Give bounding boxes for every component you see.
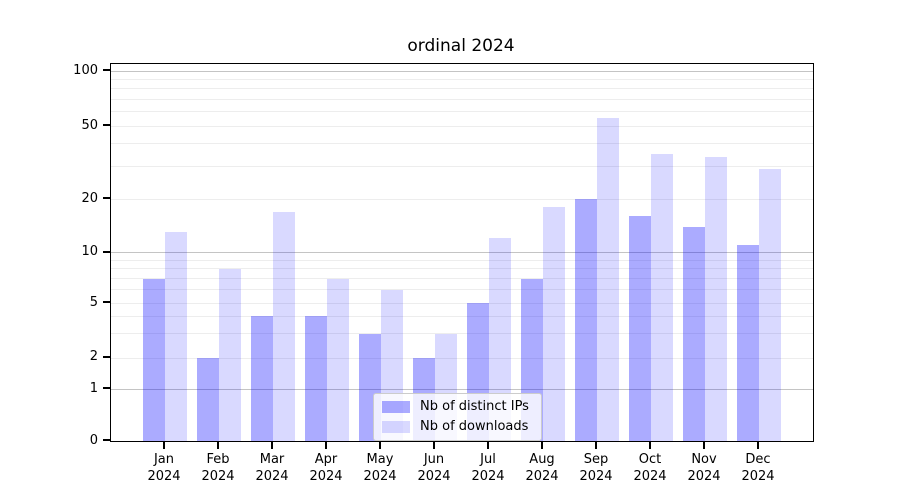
gridline-minor-60 [111,111,813,113]
bar-distinct-ips-feb [197,358,219,441]
gridline-minor-50 [111,125,813,127]
x-tick-nov [703,441,705,449]
y-tick-5 [103,301,110,304]
legend-label-downloads: Nb of downloads [420,419,529,434]
x-tick-feb [217,441,219,449]
y-tick-2 [103,355,110,358]
x-tick-oct [649,441,651,449]
y-tick-label-10: 10 [81,244,98,259]
y-tick-label-50: 50 [81,117,98,133]
legend-item-distinct-ips: Nb of distinct IPs [382,399,531,414]
bar-downloads-apr [327,278,349,441]
bar-distinct-ips-oct [629,216,651,441]
gridline-minor-90 [111,78,813,80]
gridline-minor-70 [111,98,813,100]
y-tick-20 [103,197,110,199]
gridline-major-10 [111,252,813,253]
bar-distinct-ips-sep [575,199,597,441]
x-tick-label-mar: Mar 2024 [255,452,289,484]
legend: Nb of distinct IPs Nb of downloads [373,393,542,441]
gridline-minor-8 [111,268,813,270]
bar-distinct-ips-jan [143,278,165,441]
legend-item-downloads: Nb of downloads [382,419,531,434]
bar-downloads-feb [219,268,241,441]
y-tick-label-0: 0 [89,432,98,448]
gridline-minor-3 [111,333,813,335]
x-tick-dec [757,441,759,449]
plot-area: Nb of distinct IPs Nb of downloads [110,63,814,442]
x-tick-label-dec: Dec 2024 [741,452,775,484]
legend-swatch-downloads-icon [382,420,410,433]
bar-downloads-jan [165,232,187,441]
x-tick-label-oct: Oct 2024 [633,452,667,484]
x-tick-jan [163,441,165,449]
x-tick-jun [433,441,435,449]
bar-distinct-ips-nov [683,226,705,441]
y-tick-label-5: 5 [89,294,98,310]
bar-downloads-dec [759,169,781,441]
gridline-minor-30 [111,166,813,168]
bar-downloads-sep [597,118,619,441]
legend-label-distinct-ips: Nb of distinct IPs [420,399,529,414]
legend-swatch-distinct-ips-icon [382,400,410,413]
x-tick-may [379,441,381,449]
x-tick-label-jan: Jan 2024 [147,452,181,484]
bar-downloads-aug [543,207,565,441]
bar-downloads-nov [705,156,727,441]
bar-distinct-ips-mar [251,316,273,441]
gridline-minor-40 [111,143,813,145]
x-tick-label-apr: Apr 2024 [309,452,343,484]
y-tick-label-2: 2 [89,349,98,365]
gridline-minor-2 [111,357,813,359]
x-tick-mar [271,441,273,449]
gridline-minor-6 [111,289,813,291]
gridline-minor-9 [111,259,813,261]
x-tick-label-aug: Aug 2024 [525,452,559,484]
gridline-minor-5 [111,302,813,304]
y-tick-0 [103,439,110,441]
bar-distinct-ips-dec [737,245,759,441]
x-tick-sep [595,441,597,449]
x-tick-aug [541,441,543,449]
x-tick-apr [325,441,327,449]
gridline-minor-7 [111,278,813,279]
gridline-major-100 [111,70,813,72]
y-tick-50 [103,124,110,127]
x-tick-label-may: May 2024 [363,452,397,484]
y-tick-100 [103,69,110,71]
y-tick-label-100: 100 [73,62,98,78]
x-tick-jul [487,441,489,449]
gridline-minor-80 [111,88,813,90]
bar-downloads-mar [273,211,295,441]
x-tick-label-jun: Jun 2024 [417,452,451,484]
gridline-major-1 [111,388,813,390]
y-tick-1 [103,387,110,389]
y-tick-label-20: 20 [81,190,98,206]
bar-downloads-oct [651,154,673,441]
y-tick-10 [103,250,110,253]
x-tick-label-sep: Sep 2024 [579,452,613,484]
x-tick-label-nov: Nov 2024 [687,452,721,484]
gridline-minor-4 [111,315,813,317]
x-tick-label-jul: Jul 2024 [471,452,505,484]
y-tick-label-1: 1 [89,380,98,396]
x-tick-label-feb: Feb 2024 [201,452,235,484]
bar-distinct-ips-apr [305,316,327,441]
bar-downloads-jul [489,238,511,441]
chart-title: ordinal 2024 [407,36,515,56]
gridline-minor-20 [111,198,813,200]
